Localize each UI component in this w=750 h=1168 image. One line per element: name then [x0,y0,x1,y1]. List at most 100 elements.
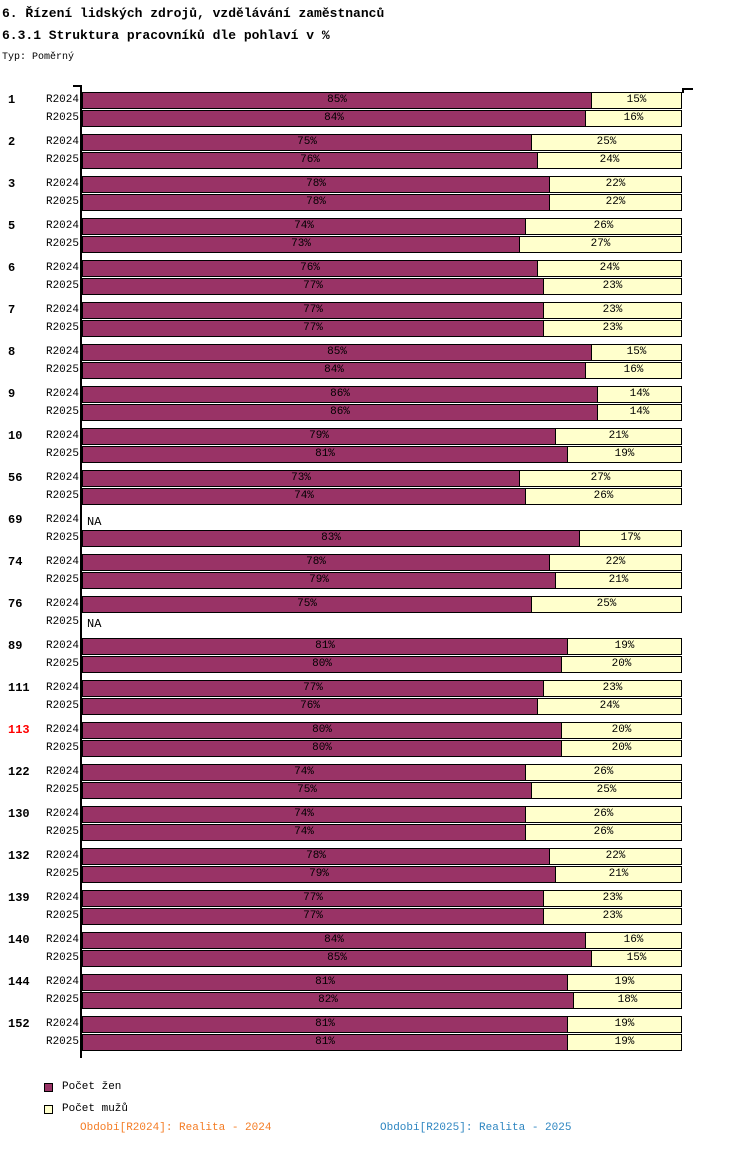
bar-group: 3 R2024 78% 22% R2025 78% 22% [0,176,700,211]
period-label: R2024 [45,136,79,148]
bar-segment-women: 77% [82,320,544,337]
bar-row: 111 R2024 77% 23% [0,680,700,697]
bar-track: 77% 23% [82,278,682,295]
bar-segment-men: 14% [598,404,682,421]
bar-segment-women: 84% [82,932,586,949]
group-label: 132 [8,849,30,863]
bar-segment-men: 25% [532,134,682,151]
bar-segment-men: 22% [550,554,682,571]
bar-track: 79% 21% [82,572,682,589]
bar-row: 1 R2024 85% 15% [0,92,700,109]
period-label: R2025 [45,406,79,418]
group-label: 140 [8,933,30,947]
period-label: R2025 [45,490,79,502]
axis-tick [682,88,684,93]
bar-group: 144 R2024 81% 19% R2025 82% 18% [0,974,700,1009]
bar-segment-men: 20% [562,740,682,757]
bar-segment-women: 77% [82,908,544,925]
na-label: NA [87,617,102,631]
bar-segment-women: 79% [82,428,556,445]
bar-track: 84% 16% [82,110,682,127]
bar-segment-women: 77% [82,278,544,295]
period-label: R2024 [45,892,79,904]
bar-track: 84% 16% [82,932,682,949]
bar-segment-men: 22% [550,848,682,865]
bar-segment-women: 86% [82,404,598,421]
bar-segment-women: 74% [82,824,526,841]
group-label: 139 [8,891,30,905]
bar-row: 6 R2024 76% 24% [0,260,700,277]
bar-segment-men: 21% [556,428,682,445]
bar-track: 79% 21% [82,866,682,883]
bar-segment-women: 85% [82,950,592,967]
group-label: 89 [8,639,23,653]
bar-group: 74 R2024 78% 22% R2025 79% 21% [0,554,700,589]
bar-track: 76% 24% [82,260,682,277]
bar-segment-women: 75% [82,596,532,613]
bar-segment-men: 25% [532,596,682,613]
axis-tick [682,88,693,90]
bar-segment-men: 15% [592,950,682,967]
bar-segment-women: 78% [82,848,550,865]
bar-segment-women: 74% [82,488,526,505]
period-label: R2025 [45,826,79,838]
bar-group: 6 R2024 76% 24% R2025 77% 23% [0,260,700,295]
footer-period-2024: Období[R2024]: Realita - 2024 [80,1122,272,1134]
bar-track: 76% 24% [82,698,682,715]
bar-segment-men: 23% [544,680,682,697]
bar-track: 80% 20% [82,722,682,739]
bar-segment-men: 26% [526,488,682,505]
bar-group: 140 R2024 84% 16% R2025 85% 15% [0,932,700,967]
bar-segment-women: 81% [82,1016,568,1033]
group-label: 6 [8,261,16,275]
bar-segment-men: 23% [544,890,682,907]
bar-group: 111 R2024 77% 23% R2025 76% 24% [0,680,700,715]
legend-item-women: Počet žen [44,1076,128,1098]
group-label: 76 [8,597,23,611]
bar-row: 5 R2024 74% 26% [0,218,700,235]
bar-segment-men: 19% [568,638,682,655]
bar-segment-men: 19% [568,1034,682,1051]
bar-row: 69 R2024 NA [0,512,700,529]
bar-row: 139 R2024 77% 23% [0,890,700,907]
bar-segment-women: 76% [82,260,538,277]
group-label: 152 [8,1017,30,1031]
bar-track: NA [82,614,682,631]
bar-segment-men: 16% [586,110,682,127]
period-label: R2025 [45,532,79,544]
group-label: 1 [8,93,16,107]
bar-track: 75% 25% [82,782,682,799]
bar-track: 85% 15% [82,344,682,361]
bar-segment-women: 75% [82,134,532,151]
bar-segment-men: 15% [592,92,682,109]
bar-row: R2025 73% 27% [0,236,700,253]
bar-group: 9 R2024 86% 14% R2025 86% 14% [0,386,700,421]
bar-row: 76 R2024 75% 25% [0,596,700,613]
bar-group: 152 R2024 81% 19% R2025 81% 19% [0,1016,700,1051]
bar-track: 78% 22% [82,554,682,571]
period-label: R2025 [45,910,79,922]
bar-track: 75% 25% [82,596,682,613]
bar-row: R2025 74% 26% [0,824,700,841]
bar-segment-men: 21% [556,866,682,883]
bar-group: 139 R2024 77% 23% R2025 77% 23% [0,890,700,925]
group-label: 5 [8,219,16,233]
footer-period-2025: Období[R2025]: Realita - 2025 [380,1122,572,1134]
bar-segment-women: 85% [82,344,592,361]
bar-segment-men: 19% [568,974,682,991]
bar-segment-women: 76% [82,152,538,169]
bar-segment-men: 19% [568,446,682,463]
bar-row: 140 R2024 84% 16% [0,932,700,949]
bar-track: 81% 19% [82,446,682,463]
period-label: R2025 [45,364,79,376]
bar-group: 56 R2024 73% 27% R2025 74% 26% [0,470,700,505]
bar-group: 130 R2024 74% 26% R2025 74% 26% [0,806,700,841]
bar-row: R2025 77% 23% [0,908,700,925]
bar-track: 77% 23% [82,680,682,697]
bar-group: 122 R2024 74% 26% R2025 75% 25% [0,764,700,799]
period-label: R2025 [45,994,79,1006]
period-label: R2024 [45,598,79,610]
bar-row: R2025 76% 24% [0,698,700,715]
bar-group: 5 R2024 74% 26% R2025 73% 27% [0,218,700,253]
bar-row: R2025 74% 26% [0,488,700,505]
